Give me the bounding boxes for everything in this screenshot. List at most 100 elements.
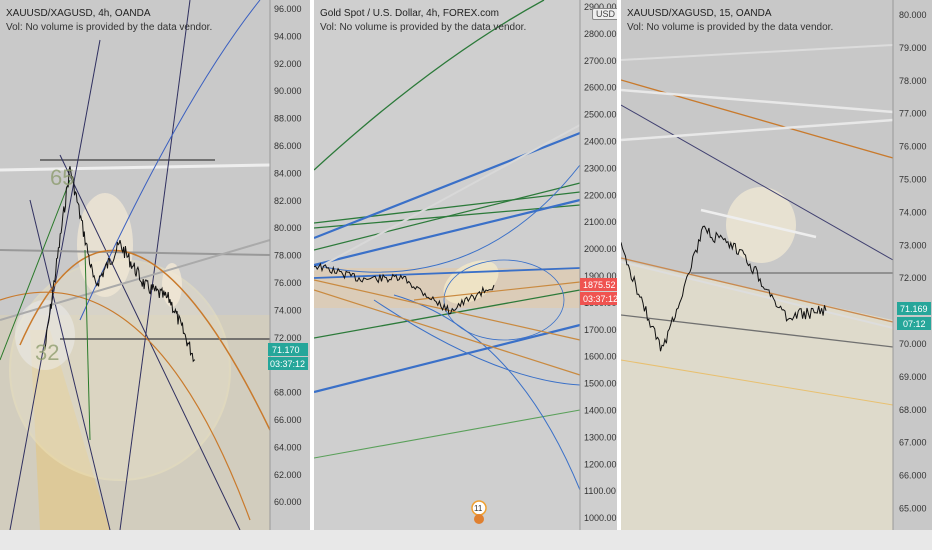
y-tick-label: 2700.00 [584, 56, 617, 66]
y-tick-label: 67.000 [899, 438, 927, 448]
blue-line-1 [314, 131, 581, 240]
chart-pane-middle[interactable]: 2900.00 2800.00 2700.00 2600.00 2500.00 2400.… [314, 0, 617, 550]
y-axis-left: 96.000 94.000 92.000 90.000 88.000 86.000 84.0… [274, 4, 302, 507]
y-tick-label: 68.000 [899, 405, 927, 415]
y-tick-label: 2600.00 [584, 83, 617, 93]
price-series-left [44, 166, 196, 363]
blue-ellipse [443, 259, 565, 341]
y-tick-label: 80.000 [899, 10, 927, 20]
timer-box-left [268, 357, 308, 370]
y-tick-label: 94.000 [274, 31, 302, 41]
y-tick-label: 76.000 [899, 142, 927, 152]
volume-notice-right: Vol: No volume is provided by the data v… [627, 22, 834, 33]
trend-line-grey [621, 314, 894, 348]
y-tick-label: 86.000 [274, 141, 302, 151]
trend-line-white-4 [700, 208, 817, 239]
y-tick-label: 66.000 [899, 471, 927, 481]
price-series-middle [314, 262, 495, 315]
volume-notice-left: Vol: No volume is provided by the data v… [6, 22, 213, 33]
trend-line-white-5 [621, 261, 894, 329]
annotation-32: 32 [35, 340, 59, 365]
y-tick-label: 1200.00 [584, 459, 617, 469]
y-tick-label: 75.000 [899, 175, 927, 185]
y-tick-label: 2500.00 [584, 110, 617, 120]
green-line-5 [314, 409, 581, 459]
y-tick-label: 1400.00 [584, 406, 617, 416]
grey-line [314, 124, 581, 271]
y-tick-label: 74.000 [274, 305, 302, 315]
chart-title-right: XAUUSD/XAGUSD, 15, OANDA [627, 8, 772, 19]
timer-label-middle: 03:37:12 [583, 294, 617, 304]
blue-line-2 [314, 198, 581, 267]
y-tick-label: 72.000 [899, 273, 927, 283]
price-box-middle [580, 278, 617, 291]
y-tick-label: 68.000 [274, 388, 302, 398]
price-series-right [621, 225, 827, 352]
y-tick-label: 1600.00 [584, 352, 617, 362]
orange-line-2 [314, 289, 581, 376]
trend-line-white [621, 88, 894, 114]
large-circle [9, 259, 231, 481]
flag-icon[interactable] [474, 514, 484, 524]
green-line [0, 179, 71, 361]
trend-line-yellow [621, 359, 894, 406]
y-tick-label: 70.000 [899, 339, 927, 349]
green-line-1 [314, 191, 581, 224]
chart-title-left: XAUUSD/XAGUSD, 4h, OANDA [6, 8, 151, 19]
y-tick-label: 74.000 [899, 207, 927, 217]
event-badge-count: 11 [474, 504, 483, 513]
y-tick-label: 2100.00 [584, 217, 617, 227]
y-tick-label: 76.000 [274, 278, 302, 288]
y-tick-label: 88.000 [274, 114, 302, 124]
trend-line-orange-2 [621, 257, 894, 323]
y-tick-label: 1000.00 [584, 513, 617, 523]
y-tick-label: 66.000 [274, 415, 302, 425]
y-tick-label: 80.000 [274, 223, 302, 233]
trend-line-dark [621, 104, 894, 261]
trend-line-grey-2 [0, 239, 271, 321]
blue-line-3 [314, 323, 581, 394]
chart-pane-right[interactable]: 80.000 79.000 78.000 77.000 76.000 75.000 74.0… [621, 0, 932, 550]
y-tick-label: 65.000 [899, 504, 927, 514]
price-label-right: 71.169 [900, 304, 928, 314]
timer-box-middle [580, 292, 617, 305]
price-box-right [897, 302, 931, 315]
price-box-left [268, 343, 308, 356]
y-tick-label: 2800.00 [584, 29, 617, 39]
y-tick-label: 96.000 [274, 4, 302, 14]
pane-divider-2[interactable] [617, 0, 621, 550]
green-line-2 [84, 249, 91, 441]
orange-arc [19, 249, 271, 431]
y-tick-label: 1300.00 [584, 432, 617, 442]
orange-arc-2 [0, 291, 251, 521]
price-label-left: 71.170 [272, 345, 300, 355]
timer-label-left: 03:37:12 [270, 359, 305, 369]
y-tick-label: 69.000 [899, 372, 927, 382]
orange-line-3 [413, 281, 581, 301]
y-tick-label: 2200.00 [584, 190, 617, 200]
y-tick-label: 78.000 [899, 76, 927, 86]
fib-fan-area [30, 330, 110, 530]
trend-line-white-3 [621, 44, 894, 61]
volume-notice-middle: Vol: No volume is provided by the data v… [320, 22, 527, 33]
y-tick-label: 1700.00 [584, 325, 617, 335]
chart-pane-left[interactable]: 65 32 96.000 94.000 92.000 90.000 88.000 86.0… [0, 0, 310, 550]
y-tick-label: 92.000 [274, 59, 302, 69]
y-tick-label: 2300.00 [584, 163, 617, 173]
y-tick-label: 1100.00 [584, 486, 616, 496]
currency-badge[interactable]: USD [592, 8, 617, 20]
y-tick-label: 79.000 [899, 43, 927, 53]
blue-arc-1 [314, 164, 581, 273]
y-tick-label: 2000.00 [584, 244, 617, 254]
orange-line-1 [314, 279, 581, 341]
chart-middle-svg: 2900.00 2800.00 2700.00 2600.00 2500.00 2400.… [314, 0, 617, 550]
pane-divider-1[interactable] [310, 0, 314, 550]
h-line-white [0, 163, 271, 172]
y-tick-label: 62.000 [274, 470, 302, 480]
y-tick-label: 64.000 [274, 442, 302, 452]
y-tick-label: 2900.00 [584, 2, 617, 12]
y-tick-label: 60.000 [274, 497, 302, 507]
trend-line-3 [29, 199, 111, 531]
ellipse-low [15, 300, 75, 370]
